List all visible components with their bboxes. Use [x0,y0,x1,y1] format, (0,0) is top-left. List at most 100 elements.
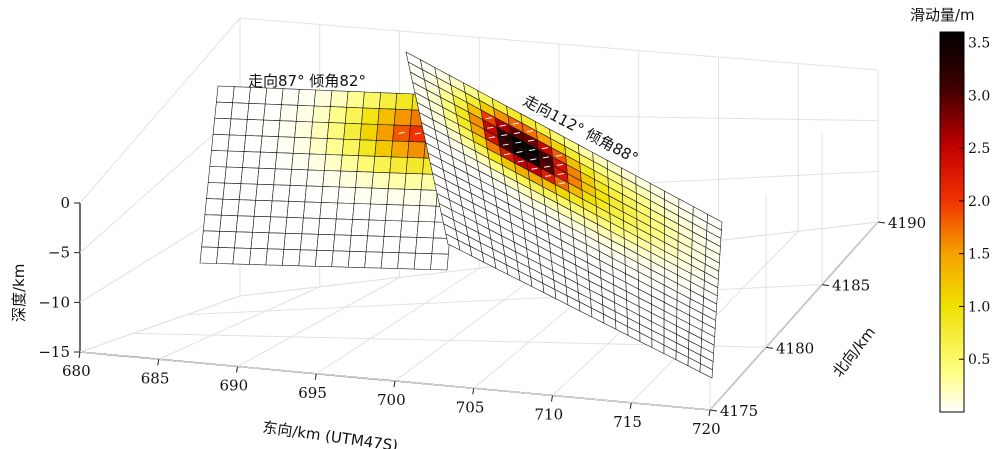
fault-patch [301,217,321,235]
fault-patch [416,221,436,239]
fault-patch [400,220,419,238]
fault-patch [374,140,393,158]
x-tick-mark [393,380,396,388]
fault-patch [319,202,339,220]
y-tick-label: 4180 [776,339,814,357]
z-tick-label: −15 [38,343,70,361]
floor-gridline [158,286,320,360]
fault-patch [401,204,421,222]
fault-patch [281,88,300,106]
fault-patch [294,120,313,139]
y-tick-label: 4175 [720,402,758,420]
fault-patch [278,120,297,138]
fault-patch [359,123,379,141]
x-axis-label: 东向/km (UTM47S) [261,418,399,449]
y-tick-mark [821,284,830,287]
fault-patch [212,117,232,136]
fault-patch [322,170,342,188]
fault-patch [263,103,282,122]
fault-patch [355,171,374,189]
slip-vector [414,132,421,135]
fault-patch [387,172,407,190]
fault-patch [204,198,224,216]
fault-patch [335,202,355,220]
fault-patch [249,248,268,266]
fault-patch [246,103,266,121]
fault-patch [224,166,243,185]
fault-patch [386,188,406,206]
fault-patch [334,218,353,236]
fault-patch [338,170,358,188]
fault-patch [299,233,319,251]
slip-vector [529,148,536,151]
fault-patch [243,135,263,153]
slip-vector [558,182,565,185]
fault-plane-2 [405,51,723,379]
fault-patch [314,249,334,268]
fault-patch [245,119,264,137]
y-tick-mark [877,221,886,224]
slip-vector [485,117,492,120]
slip-vector [503,153,511,156]
fault-patch [199,246,219,264]
fault-patch [240,167,260,185]
colorbar-tick-label: 2.0 [968,194,990,210]
fault-patch [303,201,322,219]
slip-vector [545,174,552,177]
x-tick-label: 705 [456,398,485,416]
fault-patch [250,231,270,250]
slip-vector [557,173,564,176]
fault-patch [377,108,396,126]
floor-gridline [315,267,480,375]
x-tick-mark [472,388,475,395]
fault-patch [283,232,303,251]
side-wall-gridline [79,295,241,353]
fault-patch [227,134,247,152]
fault-patch [255,183,275,202]
fault-patch [332,234,352,252]
z-tick-label: 0 [60,194,70,212]
fault-patch [217,230,237,249]
fault-patch [365,235,385,253]
fault-patch [404,173,423,191]
fault-patch [273,168,292,186]
fault-patch [350,219,370,237]
fault-patch [341,138,361,157]
fault-patch [331,250,351,268]
slip-vector [527,139,535,142]
slip-vector [488,136,495,139]
fault-patch [291,152,310,171]
fault-patch [289,168,309,187]
fault-patch [371,171,391,190]
fault-patch [260,135,279,154]
colorbar-gradient [939,31,965,413]
fault-patch [238,183,258,201]
side-wall-gridline [79,17,241,204]
fault-patch [407,141,426,159]
fault-patch [209,150,229,168]
floor-gridline [709,221,879,411]
fault-patch [216,247,235,265]
x-tick-label: 685 [141,369,170,387]
slip-vector [531,167,538,170]
fault-patch [405,157,425,175]
fault-patch [385,204,404,222]
x-tick-mark [78,351,81,359]
fault-patch [235,215,255,233]
x-tick-mark [236,366,238,373]
slip-vector [513,132,521,135]
fault-patch [219,214,239,233]
colorbar-tick-label: 1.0 [968,299,990,315]
slip-vector [512,122,519,125]
fault-patch [288,184,307,203]
x-tick-mark [157,359,160,366]
fault-patch [285,216,304,235]
fault-patch [276,136,296,154]
fault-patch [378,92,398,110]
slip-vector [526,130,533,133]
x-tick-mark [708,409,711,417]
x-tick-label: 680 [62,362,91,380]
fault-patch [390,140,410,158]
